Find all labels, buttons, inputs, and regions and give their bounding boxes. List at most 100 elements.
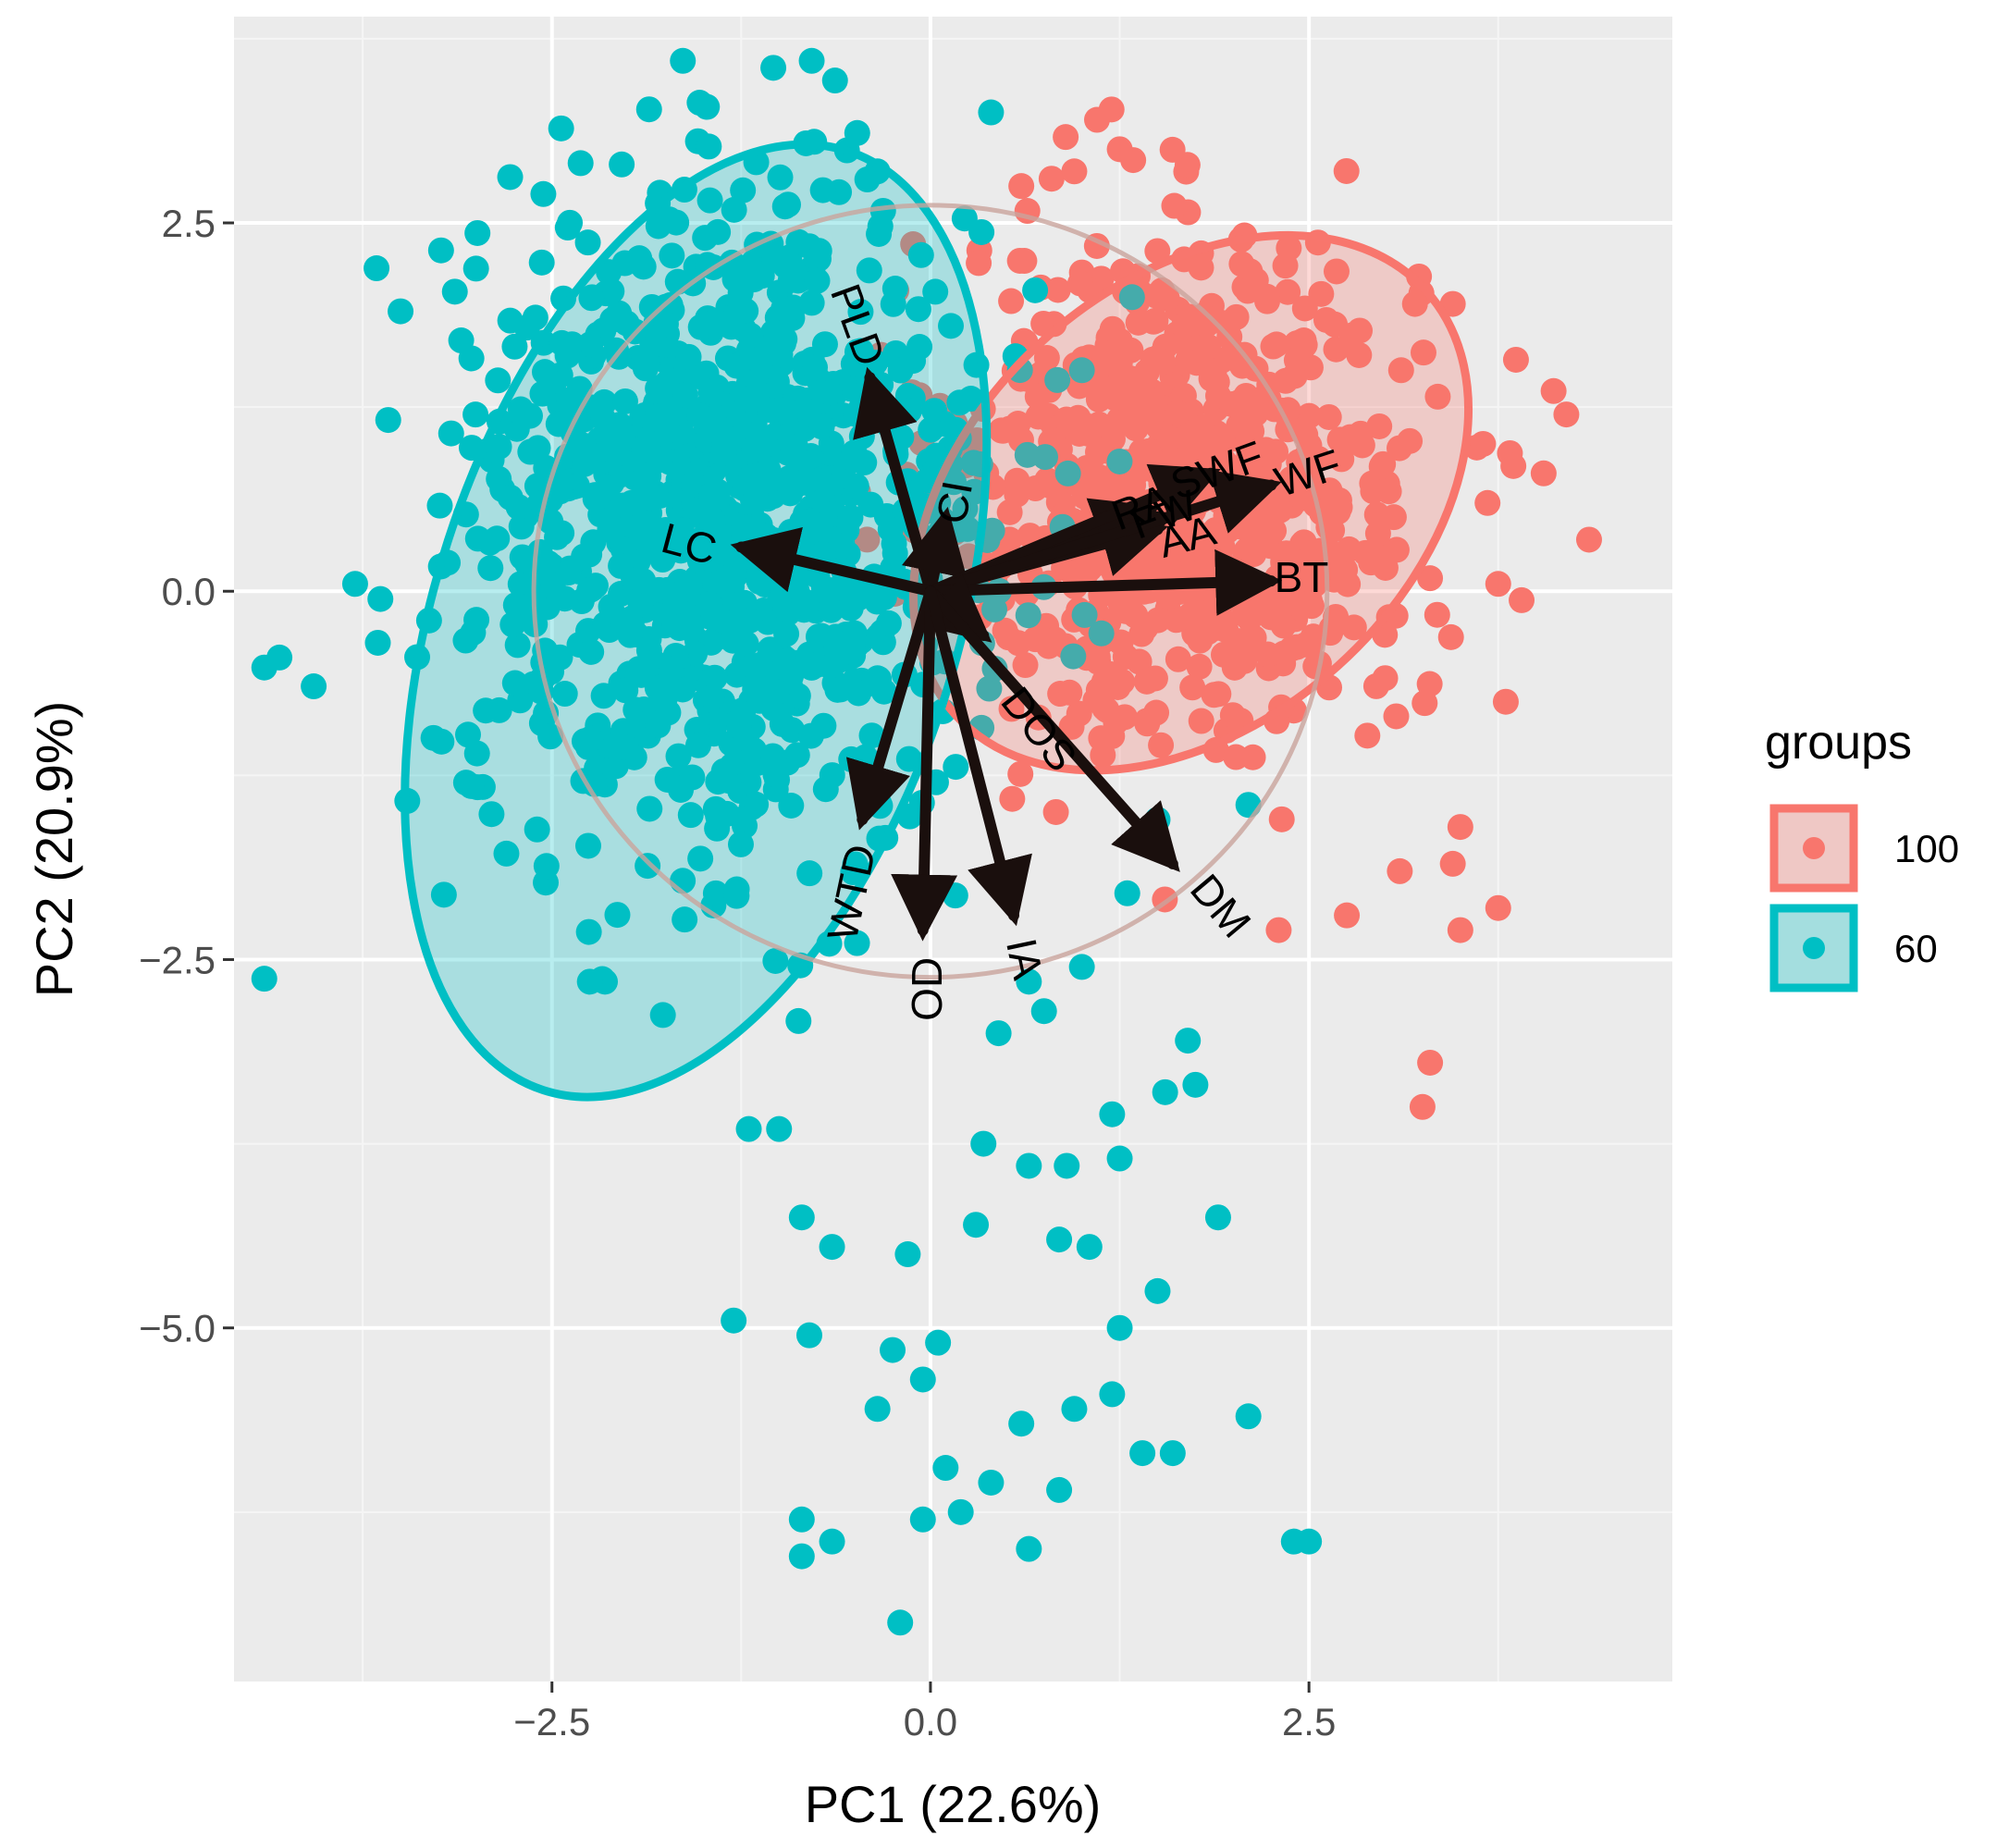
point-60-481 <box>578 638 605 665</box>
point-60-1083 <box>630 253 657 280</box>
point-60-906 <box>441 278 468 305</box>
loading-arrow-ia <box>924 585 1032 927</box>
point-60-652 <box>877 516 904 543</box>
point-60-1063 <box>658 656 684 683</box>
point-60-extra-25 <box>1099 1381 1126 1408</box>
point-60-1000 <box>672 382 698 409</box>
point-60-909 <box>807 468 833 495</box>
point-60-692 <box>508 513 535 540</box>
point-60-extra-45 <box>1106 1145 1133 1172</box>
point-60-498 <box>696 133 722 160</box>
point-100-378 <box>1053 124 1079 151</box>
point-100-619 <box>1354 722 1381 749</box>
point-100-634 <box>1226 413 1252 439</box>
point-100-733 <box>1053 406 1079 433</box>
point-60-954 <box>633 343 660 370</box>
point-100-175 <box>1346 341 1373 368</box>
point-60-227 <box>968 218 995 245</box>
point-100-245 <box>1007 760 1034 787</box>
point-60-1056 <box>612 677 639 704</box>
point-100-701 <box>1161 192 1188 219</box>
point-100-410 <box>998 696 1025 722</box>
point-100-575 <box>1502 346 1529 373</box>
point-100-207 <box>1186 653 1213 680</box>
point-60-extra-23 <box>1008 1411 1035 1437</box>
point-60-extra-11 <box>1106 1314 1133 1341</box>
point-60-690 <box>905 296 931 323</box>
point-60-1043 <box>710 439 737 466</box>
point-60-491 <box>486 696 512 723</box>
point-60-1096 <box>578 285 605 312</box>
point-100-extra-2 <box>1401 290 1428 317</box>
point-100-743 <box>1044 277 1071 303</box>
point-60-77 <box>636 795 663 822</box>
point-60-620 <box>785 1007 812 1034</box>
point-60-212 <box>477 555 504 582</box>
point-60-575 <box>670 47 696 74</box>
point-60-extra-44 <box>1054 1152 1080 1179</box>
point-60-865 <box>577 725 604 752</box>
point-60-1073 <box>823 648 850 675</box>
point-60-116 <box>665 743 692 770</box>
point-60-297 <box>484 525 511 552</box>
point-60-318 <box>844 930 870 956</box>
point-100-extra-7 <box>1485 571 1511 598</box>
point-60-632 <box>627 591 654 618</box>
point-60-1046 <box>1015 602 1042 629</box>
point-60-763 <box>821 68 848 94</box>
point-100-660 <box>1347 317 1374 344</box>
point-60-1078 <box>547 478 573 505</box>
point-60-extra-50 <box>985 1020 1012 1047</box>
point-100-574 <box>1187 627 1214 654</box>
point-60-936 <box>760 745 787 772</box>
point-60-594 <box>798 47 825 74</box>
point-60-754 <box>672 906 698 933</box>
point-100-581 <box>1179 674 1206 701</box>
point-100-664 <box>1156 425 1183 452</box>
point-60-667 <box>556 387 583 413</box>
point-60-1044 <box>715 610 742 636</box>
point-60-947 <box>736 607 763 634</box>
point-60-1082 <box>960 450 987 476</box>
point-60-extra-41 <box>887 1609 914 1636</box>
point-60-extra-9 <box>1204 1204 1231 1231</box>
point-100-741 <box>1113 598 1140 624</box>
point-60-822 <box>420 724 447 751</box>
point-60-extra-10 <box>1144 1277 1171 1304</box>
point-60-457 <box>462 401 489 428</box>
point-100-751 <box>1272 253 1299 279</box>
point-60-1062 <box>851 450 878 476</box>
y-tick-label-1: 0.0 <box>162 570 216 613</box>
point-100-561 <box>1299 561 1325 587</box>
point-60-854 <box>598 593 624 620</box>
point-60-extra-42 <box>970 1130 997 1157</box>
point-60-1074 <box>645 712 672 739</box>
point-60-815 <box>653 410 680 437</box>
point-100-extra-21 <box>1038 166 1065 192</box>
point-60-438 <box>567 150 594 177</box>
point-60-1091 <box>736 322 763 349</box>
point-60-834 <box>576 577 603 604</box>
point-100-142 <box>1268 806 1295 832</box>
point-100-639 <box>1031 627 1058 654</box>
point-100-485 <box>1201 682 1227 708</box>
point-60-990 <box>653 370 680 397</box>
point-100-338 <box>1313 306 1339 333</box>
legend-entry-60: 60 <box>1769 904 1938 992</box>
point-60-858 <box>687 314 714 340</box>
point-100-extra-15 <box>1387 857 1413 884</box>
point-60-764 <box>1006 357 1033 384</box>
point-100-592 <box>1134 710 1161 737</box>
point-60-848 <box>504 632 531 659</box>
point-60-355 <box>702 880 729 906</box>
point-60-628 <box>458 345 485 372</box>
point-60-217 <box>762 947 789 974</box>
point-60-extra-47 <box>1182 1071 1209 1098</box>
point-60-510 <box>880 290 906 317</box>
point-100-extra-22 <box>1061 158 1088 185</box>
point-100-563 <box>1141 665 1168 692</box>
point-60-extra-53 <box>1114 880 1140 906</box>
point-100-491 <box>1323 258 1350 285</box>
point-100-extra-0 <box>1084 106 1110 133</box>
